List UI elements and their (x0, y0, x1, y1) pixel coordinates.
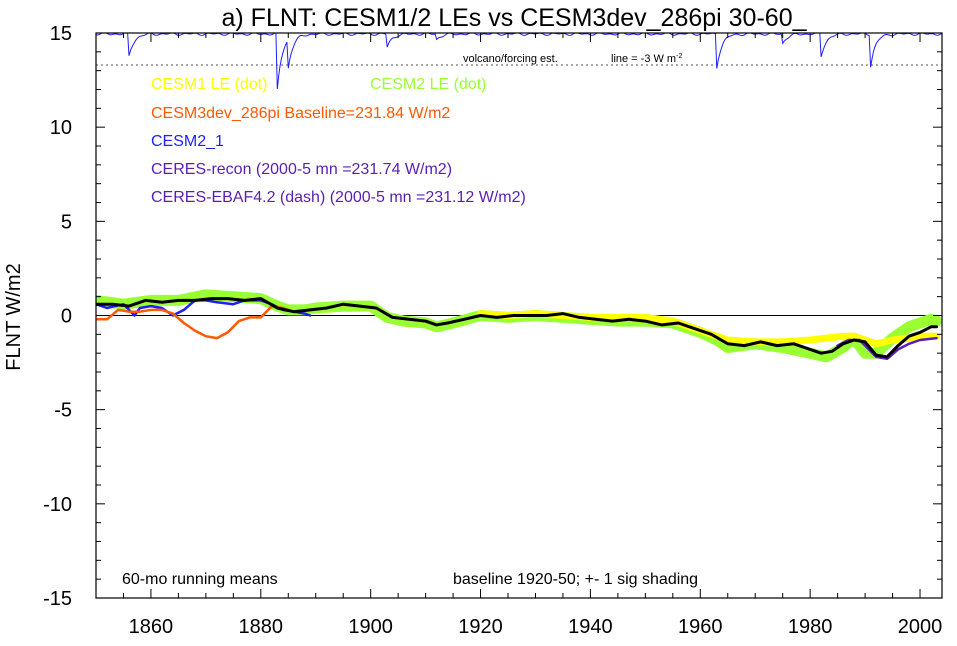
chart-title: a) FLNT: CESM1/2 LEs vs CESM3dev_286pi 3… (222, 4, 808, 32)
annotation-baseline: baseline 1920-50; +- 1 sig shading (453, 571, 698, 588)
x-tick-label-1900: 1900 (348, 616, 393, 638)
y-tick-label--15: -15 (43, 588, 72, 610)
x-tick-label-1880: 1880 (239, 616, 284, 638)
x-tick-label-1940: 1940 (568, 616, 613, 638)
legend-entry-ceres-recon: CERES-recon (2000-5 mn =231.74 W/m2) (151, 161, 452, 178)
annotation-scale-text: line = -3 W m (611, 53, 676, 65)
y-tick-label--10: -10 (43, 494, 72, 516)
annotation-running-means: 60-mo running means (122, 571, 278, 588)
annotation-volcano: volcano/forcing est. (463, 53, 558, 65)
series-line-5 (96, 297, 938, 359)
x-tick-label-1860: 1860 (129, 616, 174, 638)
x-tick-label-2000: 2000 (898, 616, 943, 638)
legend-entry-ceres-ebaf: CERES-EBAF4.2 (dash) (2000-5 mn =231.12 … (151, 189, 526, 206)
legend-entry-cesm1: CESM1 LE (dot) (151, 76, 267, 93)
y-tick-label-0: 0 (61, 306, 72, 328)
x-tick-label-1960: 1960 (678, 616, 723, 638)
plot-series-group (96, 33, 942, 363)
y-tick-label-10: 10 (50, 117, 72, 139)
series-line-3 (96, 304, 296, 340)
x-tick-label-1920: 1920 (458, 616, 503, 638)
annotation-scale: line = -3 W m-2 (611, 53, 682, 65)
y-tick-label--5: -5 (54, 400, 72, 422)
legend: CESM1 LE (dot) CESM2 LE (dot) CESM3dev_2… (151, 76, 526, 206)
y-axis-label: FLNT W/m2 (3, 263, 25, 370)
plot-area: 1860 1880 1900 1920 1940 1960 1980 2000 15 10 5 0 -5… (43, 23, 943, 638)
legend-entry-cesm3dev: CESM3dev_286pi Baseline=231.84 W/m2 (151, 105, 450, 122)
annotation-scale-sup: -2 (676, 53, 682, 60)
x-tick-label-1980: 1980 (788, 616, 833, 638)
legend-entry-cesm2: CESM2 LE (dot) (370, 76, 486, 93)
y-tick-label-15: 15 (50, 23, 72, 45)
legend-entry-cesm2-1: CESM2_1 (151, 133, 224, 150)
y-tick-label-5: 5 (61, 211, 72, 233)
